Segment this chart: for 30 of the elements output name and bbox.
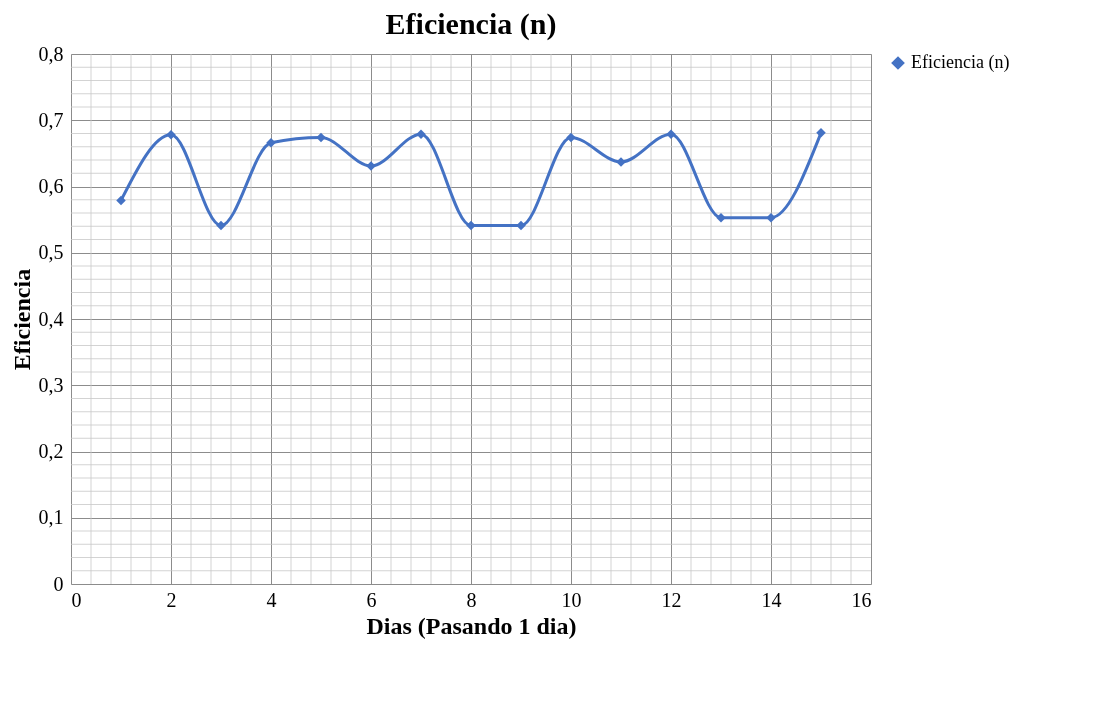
y-axis-title: Eficiencia (8, 268, 35, 371)
point (566, 132, 576, 143)
y-tick-label: 0 (53, 572, 64, 595)
y-tick-label: 0,8 (38, 42, 64, 65)
x-tick-label: 8 (466, 588, 477, 611)
point (316, 132, 326, 143)
x-tick-label: 2 (166, 588, 177, 611)
x-axis-title: Dias (Pasando 1 dia) (366, 612, 577, 639)
point (766, 212, 776, 223)
y-tick-label: 0,6 (38, 175, 64, 197)
y-tick-label: 0,1 (38, 506, 64, 529)
x-tick-label: 6 (366, 588, 377, 611)
y-tick-label: 0,4 (38, 307, 64, 330)
point (116, 195, 126, 206)
y-tick-label: 0,3 (38, 373, 64, 396)
point (466, 220, 476, 231)
x-tick-label: 14 (761, 588, 782, 611)
y-tick-label: 0,7 (38, 108, 64, 131)
x-tick-label: 0 (71, 588, 82, 611)
y-tick-label: 0,2 (38, 440, 64, 462)
x-tick-label: 4 (266, 588, 277, 611)
point (516, 220, 526, 231)
x-tick-label: 10 (561, 588, 582, 611)
legend-label: Eficiencia (n) (911, 52, 1010, 73)
x-tick-label: 16 (851, 588, 872, 611)
point (216, 220, 226, 231)
y-tick-label: 0,5 (38, 241, 64, 264)
x-tick-label: 12 (661, 588, 682, 611)
point (716, 212, 726, 223)
chart-title: Eficiencia (n) (385, 7, 557, 41)
